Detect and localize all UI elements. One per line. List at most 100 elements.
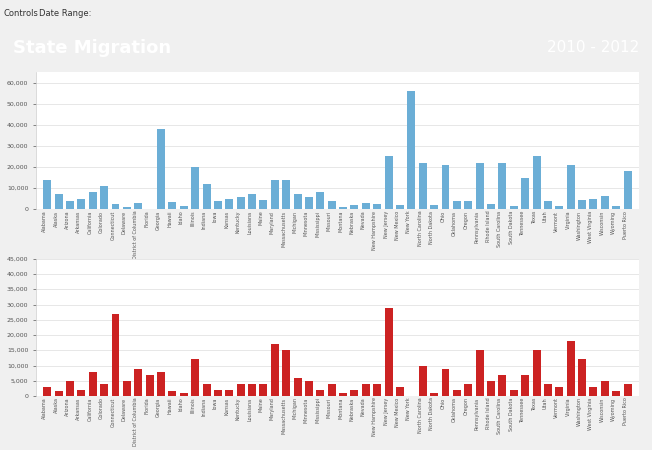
- Bar: [373, 384, 381, 396]
- Bar: [237, 384, 244, 396]
- Bar: [498, 163, 507, 209]
- Bar: [237, 197, 244, 209]
- Bar: [612, 392, 620, 396]
- Bar: [441, 165, 449, 209]
- Bar: [66, 201, 74, 209]
- Bar: [259, 384, 267, 396]
- Bar: [293, 378, 302, 396]
- Bar: [180, 206, 188, 209]
- Bar: [100, 384, 108, 396]
- Bar: [556, 387, 563, 396]
- Bar: [339, 393, 347, 396]
- Bar: [351, 390, 359, 396]
- Bar: [385, 157, 393, 209]
- Bar: [100, 186, 108, 209]
- Bar: [282, 180, 290, 209]
- Bar: [203, 384, 211, 396]
- Bar: [521, 178, 529, 209]
- Bar: [441, 369, 449, 396]
- Bar: [134, 203, 142, 209]
- Bar: [43, 180, 52, 209]
- Bar: [510, 206, 518, 209]
- Bar: [351, 205, 359, 209]
- Bar: [55, 194, 63, 209]
- Bar: [510, 390, 518, 396]
- Bar: [476, 350, 484, 396]
- Bar: [396, 205, 404, 209]
- Bar: [191, 360, 199, 396]
- Bar: [408, 91, 415, 209]
- Bar: [226, 390, 233, 396]
- Bar: [487, 381, 495, 396]
- Bar: [521, 375, 529, 396]
- Bar: [419, 365, 427, 396]
- Bar: [203, 184, 211, 209]
- Bar: [589, 387, 597, 396]
- Bar: [191, 167, 199, 209]
- Bar: [248, 384, 256, 396]
- Bar: [66, 381, 74, 396]
- Bar: [214, 201, 222, 209]
- Bar: [259, 200, 267, 209]
- Bar: [293, 194, 302, 209]
- Bar: [78, 390, 85, 396]
- Bar: [567, 165, 574, 209]
- Bar: [111, 204, 119, 209]
- Bar: [316, 390, 324, 396]
- Bar: [134, 369, 142, 396]
- Bar: [533, 157, 541, 209]
- Bar: [453, 390, 461, 396]
- Bar: [316, 192, 324, 209]
- Bar: [601, 381, 609, 396]
- Bar: [271, 344, 279, 396]
- Bar: [567, 341, 574, 396]
- Bar: [305, 197, 313, 209]
- Bar: [328, 201, 336, 209]
- Bar: [601, 195, 609, 209]
- Bar: [168, 202, 177, 209]
- Bar: [544, 201, 552, 209]
- Bar: [487, 204, 495, 209]
- Bar: [362, 384, 370, 396]
- Bar: [419, 163, 427, 209]
- Bar: [589, 199, 597, 209]
- Bar: [111, 314, 119, 396]
- Bar: [271, 180, 279, 209]
- Bar: [430, 205, 438, 209]
- Bar: [180, 393, 188, 396]
- Bar: [373, 204, 381, 209]
- Bar: [556, 206, 563, 209]
- Bar: [248, 194, 256, 209]
- Bar: [123, 381, 131, 396]
- Text: Date Range:: Date Range:: [39, 9, 91, 18]
- Text: 2010 - 2012: 2010 - 2012: [547, 40, 639, 55]
- Bar: [43, 387, 52, 396]
- Bar: [168, 392, 177, 396]
- Bar: [78, 199, 85, 209]
- Bar: [453, 201, 461, 209]
- Bar: [328, 384, 336, 396]
- Bar: [498, 375, 507, 396]
- Bar: [464, 201, 472, 209]
- Bar: [612, 206, 620, 209]
- Bar: [157, 372, 165, 396]
- Bar: [55, 392, 63, 396]
- Bar: [89, 192, 96, 209]
- Bar: [89, 372, 96, 396]
- Bar: [476, 163, 484, 209]
- Bar: [385, 307, 393, 396]
- Bar: [362, 203, 370, 209]
- Bar: [123, 207, 131, 209]
- Bar: [339, 207, 347, 209]
- Bar: [214, 390, 222, 396]
- Bar: [578, 200, 586, 209]
- Bar: [157, 129, 165, 209]
- Bar: [282, 350, 290, 396]
- Bar: [464, 384, 472, 396]
- Bar: [623, 384, 632, 396]
- Bar: [578, 360, 586, 396]
- Bar: [226, 199, 233, 209]
- Bar: [623, 171, 632, 209]
- Bar: [533, 350, 541, 396]
- Bar: [305, 381, 313, 396]
